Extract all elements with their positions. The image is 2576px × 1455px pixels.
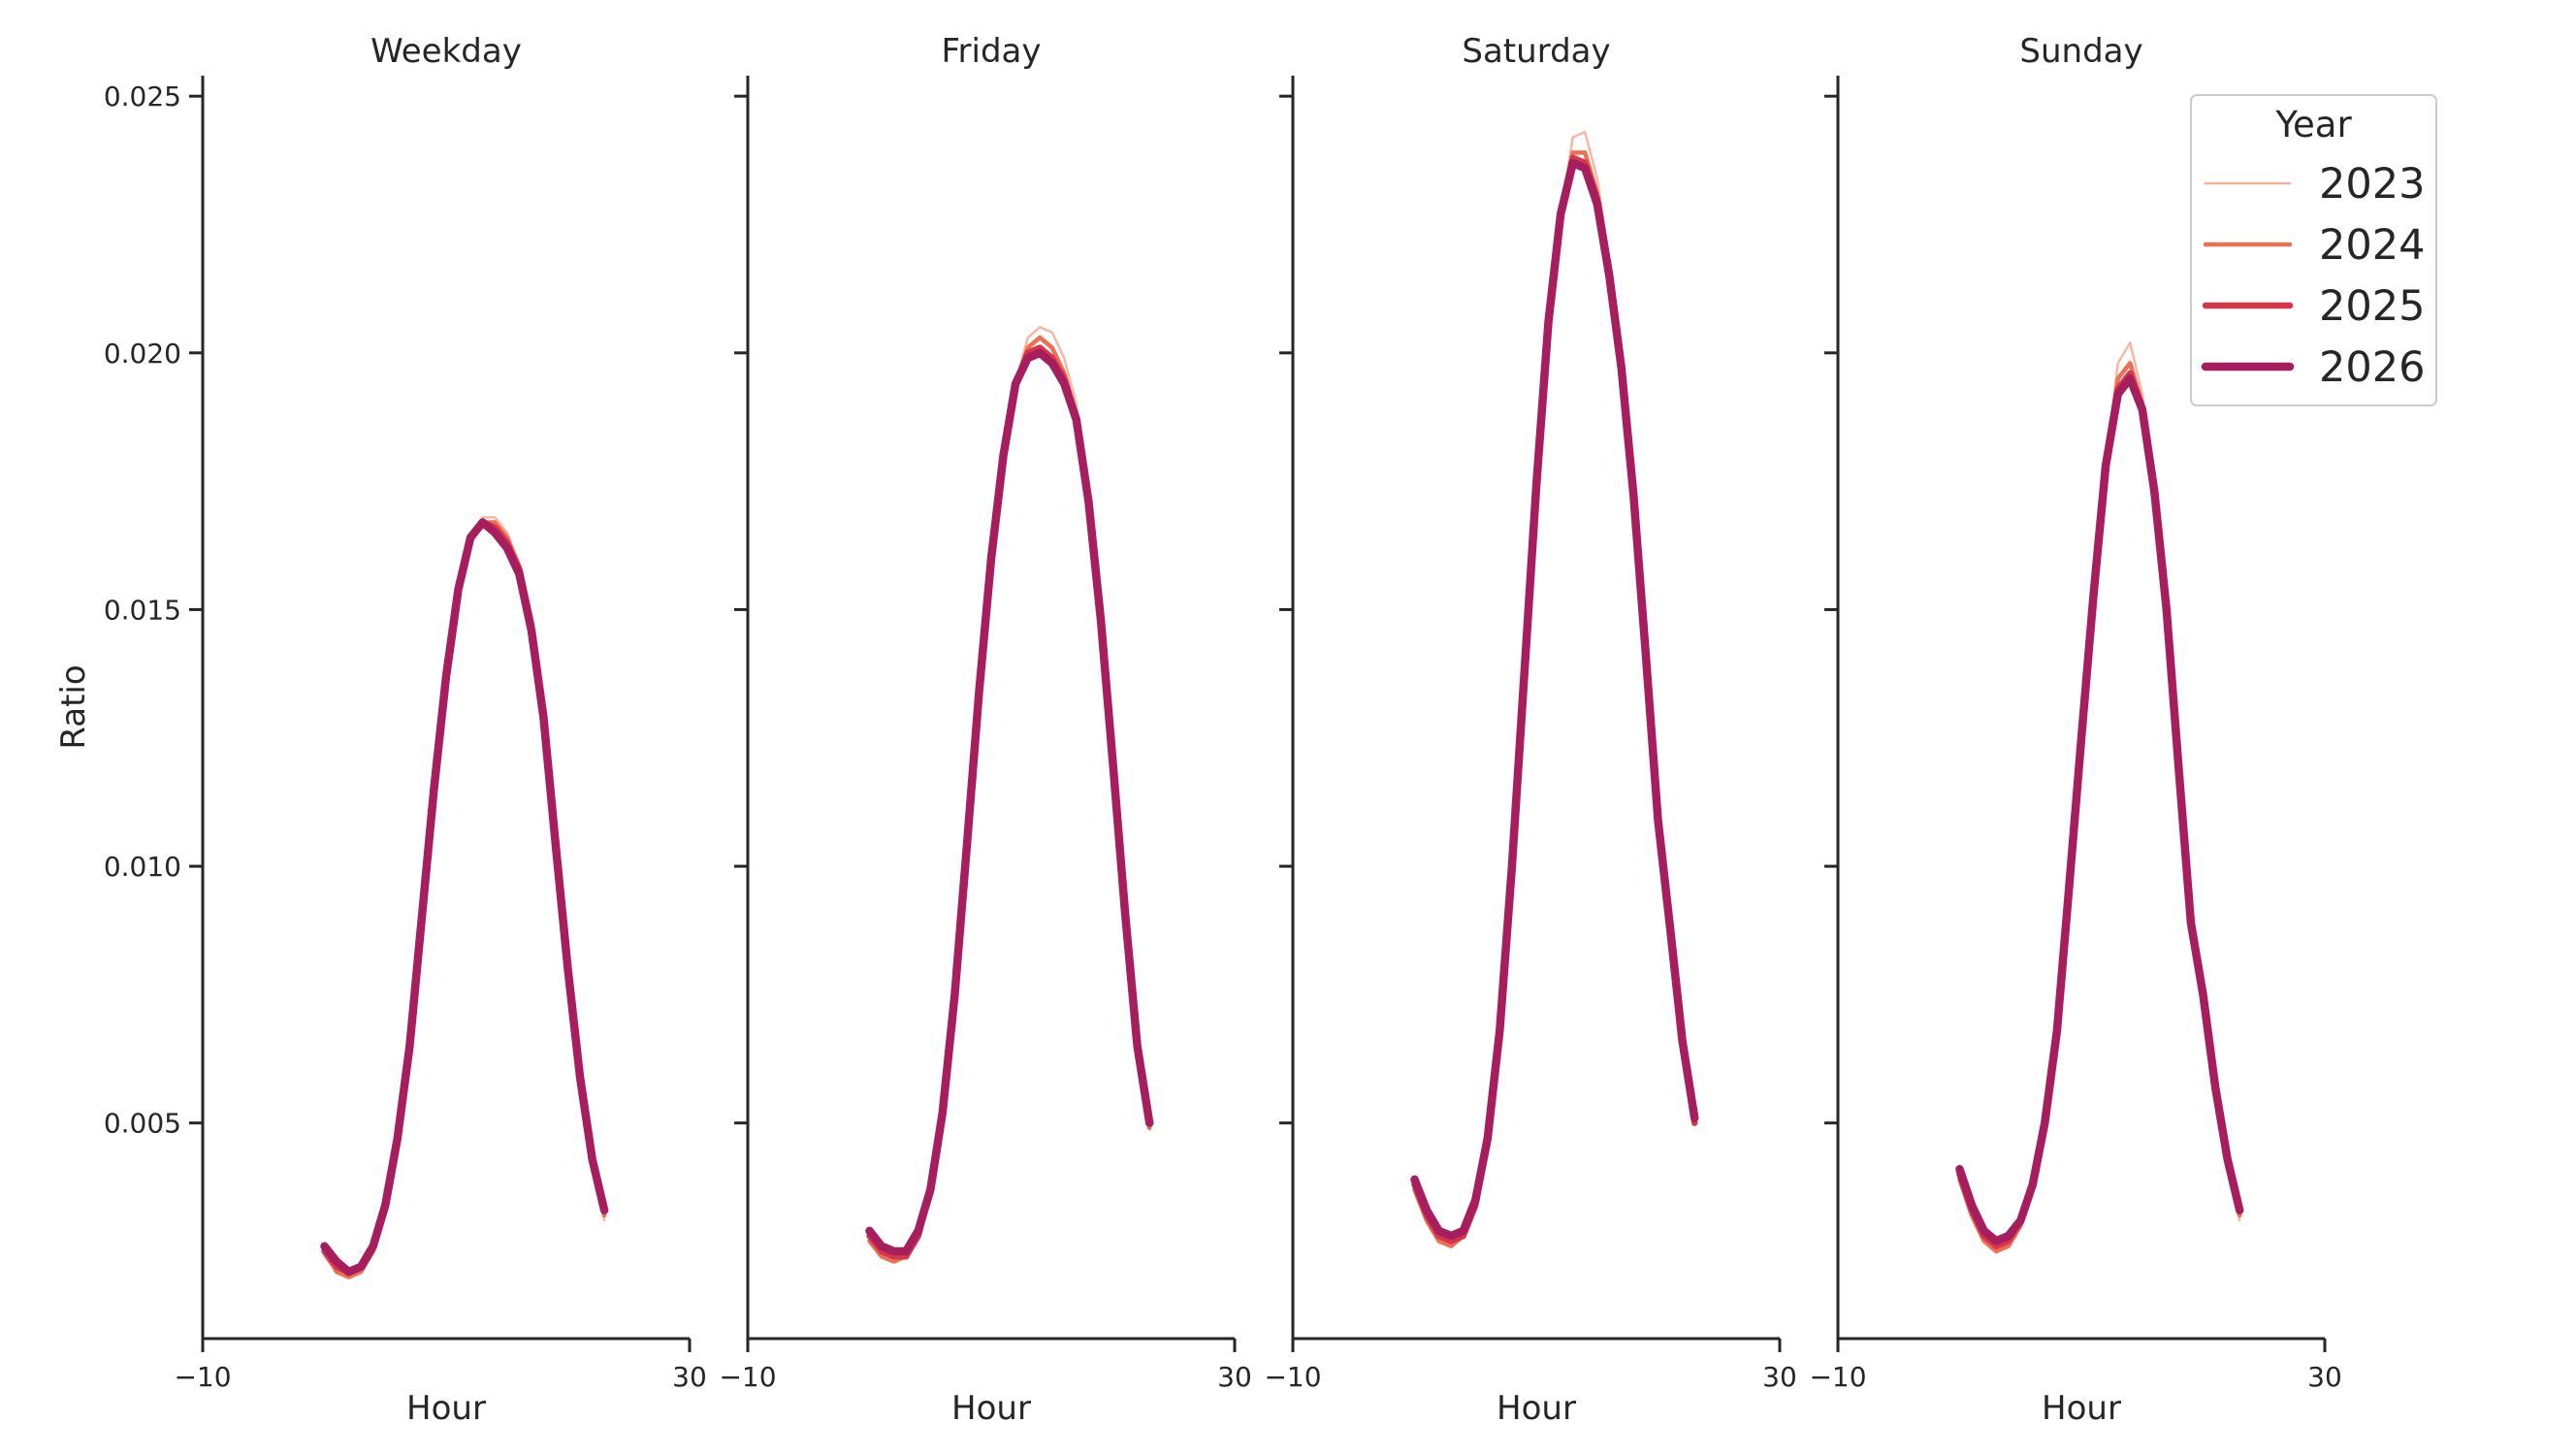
panel-saturday: Saturday −10 30 Hour (1264, 32, 1796, 1428)
x-tick-label: −10 (174, 1361, 231, 1393)
legend-entry-label: 2023 (2319, 160, 2425, 209)
legend: Year 2023 2024 2025 2026 (2190, 94, 2437, 406)
panel-title: Friday (941, 32, 1041, 71)
y-axis-label: Ratio (54, 664, 93, 749)
series-line-2023 (868, 326, 1151, 1263)
y-tick-label: 0.025 (104, 81, 181, 113)
legend-title: Year (2274, 104, 2352, 146)
x-axis-label: Hour (1497, 1389, 1576, 1428)
legend-entry-label: 2024 (2319, 221, 2425, 270)
y-tick-label: 0.015 (104, 594, 181, 626)
x-tick-label: 30 (1217, 1361, 1252, 1393)
x-axis-label: Hour (406, 1389, 486, 1428)
panel-title: Saturday (1462, 32, 1610, 71)
legend-entry-label: 2025 (2319, 282, 2425, 331)
y-tick-label: 0.020 (104, 338, 181, 370)
panels: Weekday 0.005 0.010 0.015 0.020 0.025 −10 30 Hou… (54, 32, 2342, 1428)
legend-entry-label: 2026 (2319, 343, 2425, 392)
series-line-2026 (865, 348, 1154, 1256)
panel-friday: Friday −10 30 Hour (719, 32, 1251, 1428)
series-line-2023 (1958, 340, 2241, 1253)
x-tick-label: −10 (719, 1361, 776, 1393)
panel-title: Weekday (370, 32, 522, 71)
legend-box (2190, 94, 2437, 406)
x-tick-label: 30 (672, 1361, 707, 1393)
series-line-2026 (320, 518, 609, 1277)
x-axis-label: Hour (2042, 1389, 2121, 1428)
series-line-2024 (867, 335, 1152, 1264)
x-tick-label: 30 (2307, 1361, 2342, 1393)
y-tick-label: 0.010 (104, 851, 181, 883)
panel-weekday: Weekday 0.005 0.010 0.015 0.020 0.025 −10 30 Hou… (104, 32, 707, 1428)
series-line-2026 (1955, 374, 2244, 1245)
series-line-2026 (1410, 158, 1699, 1241)
x-axis-label: Hour (951, 1389, 1031, 1428)
y-tick-label: 0.005 (104, 1108, 181, 1140)
x-tick-label: −10 (1809, 1361, 1866, 1393)
series-line-2025 (866, 344, 1153, 1260)
panel-title: Sunday (2019, 32, 2142, 71)
x-tick-label: −10 (1264, 1361, 1321, 1393)
panel-sunday: Sunday −10 30 Hour (1809, 32, 2341, 1428)
x-tick-label: 30 (1762, 1361, 1797, 1393)
